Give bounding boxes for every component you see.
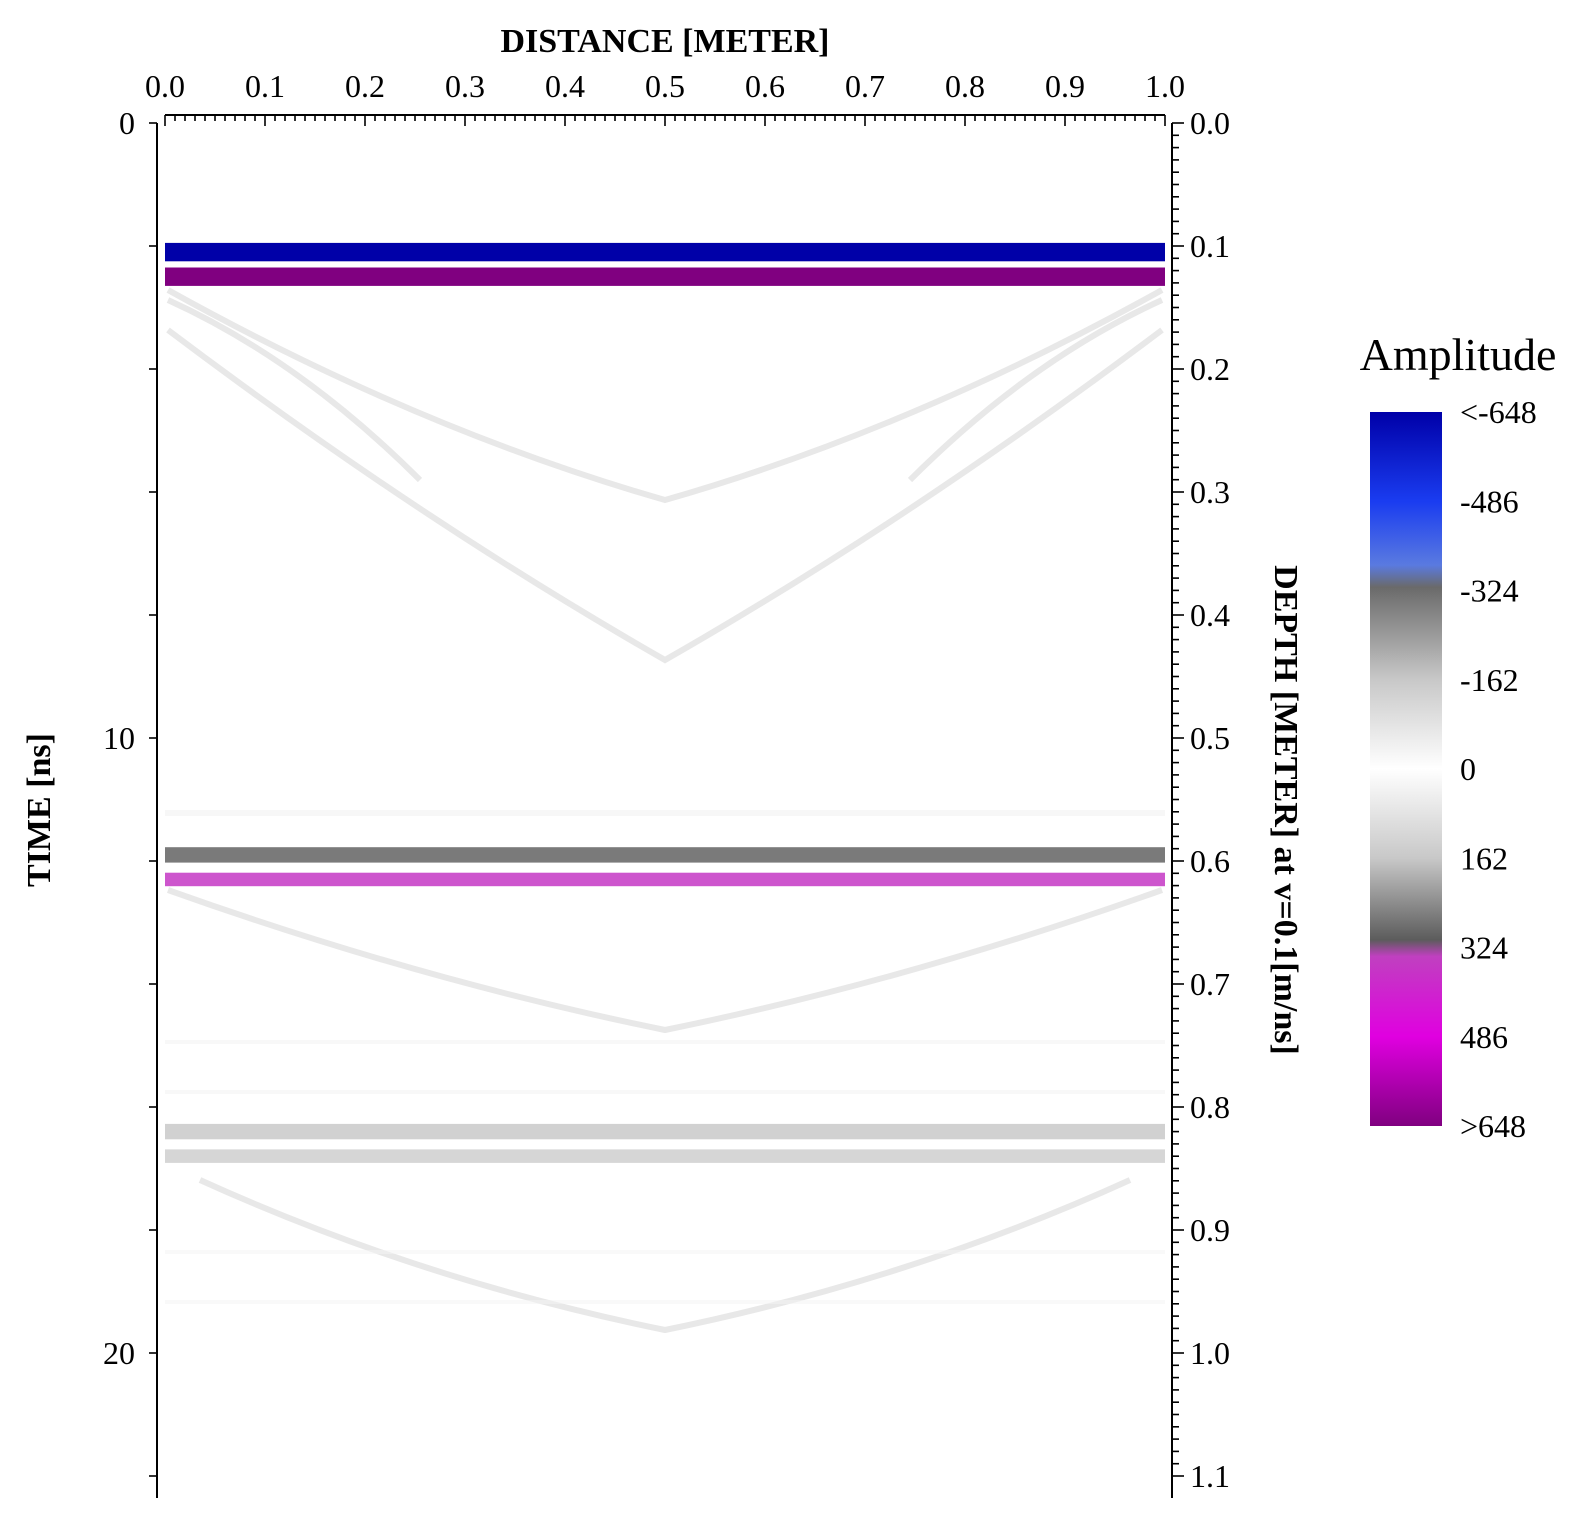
y2-tick-label: 0.9: [1190, 1212, 1230, 1248]
x-tick-label: 0.7: [845, 68, 885, 104]
colorbar-label: 0: [1460, 751, 1476, 787]
reflection-bands: [165, 242, 1165, 1163]
y-tick-label: 20: [103, 1335, 135, 1371]
colorbar-label: 486: [1460, 1019, 1508, 1055]
reflection-band: [165, 872, 1165, 887]
reflection-band: [165, 242, 1165, 262]
x-tick-label: 0.0: [145, 68, 185, 104]
colorbar-label: -486: [1460, 483, 1519, 519]
x-tick-label: 0.2: [345, 68, 385, 104]
y-tick-label: 0: [119, 105, 135, 141]
x-tick-label: 0.1: [245, 68, 285, 104]
y-axis-title: TIME [ns]: [21, 733, 58, 887]
faint-background-bands: [165, 810, 1165, 1304]
axis-ticks: [149, 115, 1184, 1477]
colorbar-label: <-648: [1460, 394, 1537, 430]
y2-tick-label: 0.6: [1190, 843, 1230, 879]
reflection-band: [165, 267, 1165, 286]
y2-axis-title: DEPTH [METER] at v=0.1[m/ns]: [1267, 565, 1304, 1055]
colorbar-label: -162: [1460, 662, 1519, 698]
x-axis-title: DISTANCE [METER]: [500, 23, 829, 60]
y2-tick-label: 1.1: [1190, 1458, 1230, 1494]
y2-tick-label: 0.0: [1190, 105, 1230, 141]
y2-tick-label: 0.5: [1190, 720, 1230, 756]
colorbar: [1370, 412, 1442, 1126]
reflection-band: [165, 1149, 1165, 1163]
colorbar-title: Amplitude: [1360, 329, 1557, 380]
reflection-band: [165, 847, 1165, 863]
y2-tick-label: 0.7: [1190, 966, 1230, 1002]
colorbar-label: -324: [1460, 573, 1519, 609]
colorbar-labels: <-648 -486 -324 -162 0 162 324 486 >648: [1460, 394, 1537, 1144]
colorbar-label: >648: [1460, 1108, 1526, 1144]
x-tick-label: 0.3: [445, 68, 485, 104]
y2-tick-label: 0.2: [1190, 351, 1230, 387]
y2-tick-label: 0.4: [1190, 597, 1230, 633]
diffraction-texture: [166, 287, 1164, 1334]
colorbar-label: 324: [1460, 930, 1508, 966]
x-tick-label: 0.5: [645, 68, 685, 104]
x-tick-label: 0.6: [745, 68, 785, 104]
y2-tick-label: 0.8: [1190, 1089, 1230, 1125]
y-tick-label: 10: [103, 720, 135, 756]
x-tick-label: 0.9: [1045, 68, 1085, 104]
axis-tick-labels: 0.0 0.1 0.2 0.3 0.4 0.5 0.6 0.7 0.8 0.9 1.0 0 10 20 0.…: [103, 68, 1230, 1494]
y2-tick-label: 1.0: [1190, 1335, 1230, 1371]
x-tick-label: 0.4: [545, 68, 585, 104]
reflection-band: [165, 1123, 1165, 1140]
x-tick-label: 1.0: [1145, 68, 1185, 104]
x-tick-label: 0.8: [945, 68, 985, 104]
y2-tick-label: 0.1: [1190, 228, 1230, 264]
colorbar-label: 162: [1460, 840, 1508, 876]
y2-tick-label: 0.3: [1190, 474, 1230, 510]
